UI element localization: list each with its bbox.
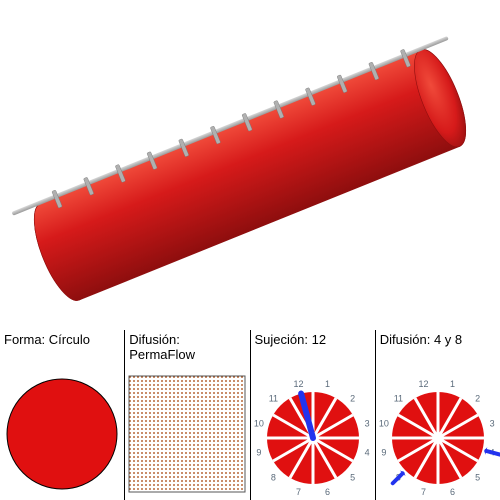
svg-text:3: 3: [364, 418, 369, 428]
panel-forma-label: Forma: Círculo: [0, 330, 124, 367]
difusion-48-svg: 123456789101112: [376, 372, 500, 496]
svg-text:5: 5: [475, 472, 480, 482]
svg-text:7: 7: [296, 487, 301, 496]
svg-text:12: 12: [418, 378, 428, 388]
panel-difusion-48: Difusión: 4 y 8 123456789101112: [375, 330, 500, 500]
svg-text:9: 9: [256, 447, 261, 457]
svg-text:10: 10: [379, 418, 389, 428]
panel-sujecion: Sujeción: 12 123456789101112: [250, 330, 375, 500]
panel-difusion-48-art: 123456789101112: [376, 367, 500, 500]
panels-row: Forma: Círculo Difusión: PermaFlow Sujec…: [0, 330, 500, 500]
svg-text:5: 5: [350, 472, 355, 482]
svg-text:4: 4: [364, 447, 369, 457]
panel-forma: Forma: Círculo: [0, 330, 124, 500]
svg-text:10: 10: [254, 418, 264, 428]
panel-sujecion-label: Sujeción: 12: [251, 330, 375, 367]
panel-difusion-perma-label: Difusión: PermaFlow: [125, 330, 249, 367]
svg-text:11: 11: [394, 393, 403, 403]
svg-text:12: 12: [293, 378, 303, 388]
panel-difusion-48-label: Difusión: 4 y 8: [376, 330, 500, 367]
sujecion-svg: 123456789101112: [251, 372, 375, 496]
svg-text:3: 3: [489, 418, 494, 428]
panel-forma-art: [0, 367, 124, 500]
svg-text:8: 8: [271, 472, 276, 482]
svg-text:6: 6: [450, 487, 455, 496]
panel-difusion-perma: Difusión: PermaFlow: [124, 330, 249, 500]
cylinder-3d-scene: [0, 0, 500, 330]
permaflow-svg: [128, 375, 246, 493]
forma-circle-svg: [3, 375, 121, 493]
svg-text:2: 2: [350, 393, 355, 403]
panel-sujecion-art: 123456789101112: [251, 367, 375, 500]
svg-text:7: 7: [421, 487, 426, 496]
panel-difusion-perma-art: [125, 367, 249, 500]
cylinder-3d-svg: [0, 0, 500, 330]
svg-text:2: 2: [475, 393, 480, 403]
svg-text:11: 11: [268, 393, 277, 403]
svg-text:1: 1: [325, 378, 330, 388]
svg-text:1: 1: [450, 378, 455, 388]
svg-text:6: 6: [325, 487, 330, 496]
svg-text:9: 9: [381, 447, 386, 457]
